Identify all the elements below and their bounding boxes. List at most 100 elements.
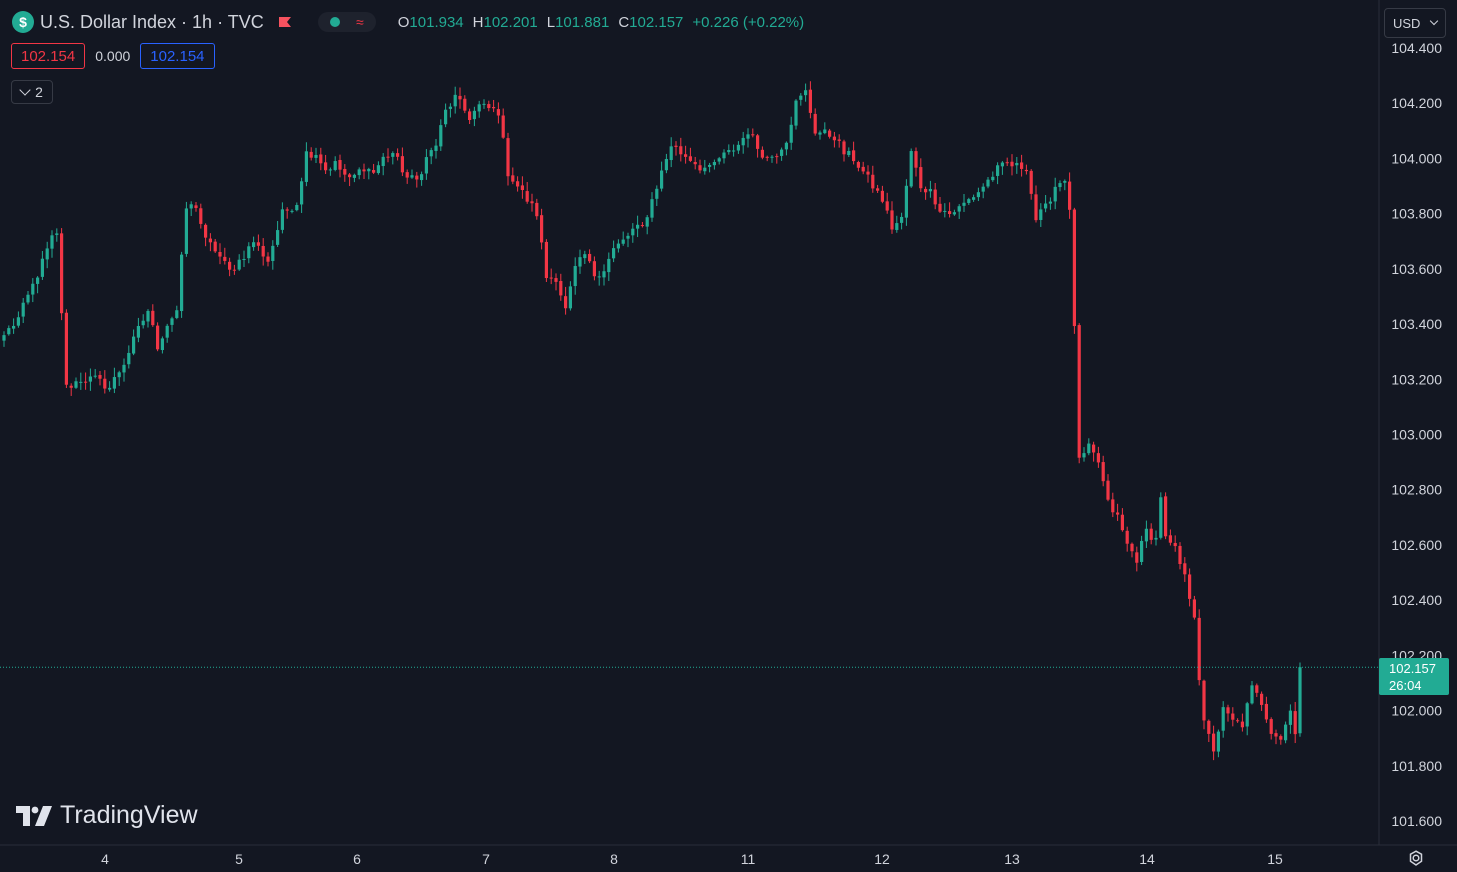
candle [1015, 156, 1019, 174]
candle [74, 377, 78, 389]
candle-body [568, 286, 572, 309]
candle-body [420, 174, 424, 181]
candle-body [16, 317, 20, 326]
candle-body [1159, 497, 1163, 538]
indicators-toggle-button[interactable]: 2 [11, 80, 53, 104]
market-status-pill[interactable]: ≈ [317, 12, 376, 32]
candle [535, 198, 539, 220]
time-axis-label: 5 [235, 851, 243, 867]
candle [1020, 154, 1024, 177]
indicators-count: 2 [35, 84, 43, 100]
candle-body [895, 223, 899, 230]
currency-value: USD [1393, 15, 1421, 31]
candle [420, 171, 424, 186]
candle-body [770, 156, 774, 158]
candle-body [1087, 443, 1091, 454]
candle [1231, 707, 1235, 727]
buy-button[interactable]: 102.154 [140, 43, 215, 69]
candle-body [540, 215, 544, 243]
candle [213, 238, 217, 254]
candle [1082, 447, 1086, 462]
candle [511, 167, 515, 185]
candle-body [338, 160, 342, 170]
candle-body [12, 325, 16, 329]
logo-text: TradingView [60, 801, 198, 829]
candle [151, 304, 155, 327]
sell-button[interactable]: 102.154 [11, 43, 86, 69]
time-axis-label: 7 [482, 851, 490, 867]
candle [780, 147, 784, 161]
candle [496, 102, 500, 124]
candle [434, 138, 438, 159]
candle-body [1202, 680, 1206, 721]
candle [93, 369, 97, 379]
candle-body [1264, 703, 1268, 720]
candle [391, 151, 395, 165]
candle [31, 278, 35, 303]
candle [1039, 203, 1043, 227]
candle-body [103, 378, 107, 389]
candle-body [122, 364, 126, 373]
price-axis-label: 104.200 [1391, 95, 1442, 111]
candle-body [410, 175, 414, 178]
candle [722, 149, 726, 164]
candle-body [861, 166, 865, 172]
candle [98, 370, 102, 386]
settings-gear-icon[interactable] [1406, 848, 1426, 868]
candle-body [208, 238, 212, 243]
candle [314, 147, 318, 163]
candle [448, 103, 452, 118]
chevron-down-icon [1429, 16, 1439, 26]
candle-body [261, 245, 265, 257]
symbol-title[interactable]: U.S. Dollar Index · 1h · TVC [40, 11, 264, 32]
candle [487, 100, 491, 112]
candle-body [69, 385, 73, 388]
candle [948, 202, 952, 218]
candle [1072, 207, 1076, 334]
ohlc-values: O101.934 H102.201 L101.881 C102.157 +0.2… [398, 14, 804, 31]
candle-body [1183, 563, 1187, 575]
dollar-symbol-icon[interactable]: $ [12, 11, 34, 33]
candle-body [525, 191, 529, 202]
candle-body [256, 242, 260, 246]
candle-body [996, 165, 1000, 176]
candle [645, 214, 649, 235]
candle-body [1072, 209, 1076, 327]
candle [324, 154, 328, 174]
candle-body [564, 296, 568, 309]
candle-body [400, 156, 404, 173]
currency-select[interactable]: USD [1384, 8, 1446, 38]
candle [132, 329, 136, 356]
candle [1221, 701, 1225, 738]
candle [405, 169, 409, 184]
candle [1130, 542, 1134, 558]
candle-body [45, 248, 49, 260]
candle-body [1096, 453, 1100, 463]
candle-body [242, 258, 246, 260]
candle [160, 336, 164, 354]
candle [1144, 520, 1148, 549]
candle-body [760, 149, 764, 158]
candle [1149, 523, 1153, 545]
tradingview-logo[interactable]: TradingView [16, 801, 198, 830]
candle-body [751, 134, 755, 136]
candle-body [679, 146, 683, 155]
candle-body [396, 153, 400, 157]
candle-body [156, 325, 160, 350]
time-axis-label: 14 [1139, 851, 1155, 867]
candle-body [597, 276, 601, 278]
price-axis[interactable]: 104.400 104.200 104.000 103.800 103.600 103.4… [1391, 40, 1442, 829]
candle-body [1082, 453, 1086, 458]
time-axis[interactable]: 4 5 6 7 8 11 12 13 14 15 [101, 851, 1283, 867]
candle [444, 103, 448, 128]
candle [808, 81, 812, 119]
flag-icon[interactable] [278, 16, 292, 28]
candle [530, 193, 534, 212]
price-axis-label: 102.000 [1391, 703, 1442, 719]
candle-body [1053, 186, 1057, 202]
candle [770, 155, 774, 163]
candle [208, 233, 212, 252]
candle-body [1058, 183, 1062, 188]
candle [343, 164, 347, 182]
